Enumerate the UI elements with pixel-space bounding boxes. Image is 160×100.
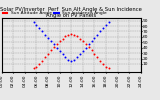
Point bbox=[73, 59, 75, 60]
Point bbox=[55, 43, 58, 45]
Legend: Sun Altitude Angle, Sun Incidence Angle: Sun Altitude Angle, Sun Incidence Angle bbox=[2, 10, 107, 16]
Point bbox=[87, 46, 90, 48]
Point bbox=[70, 33, 72, 34]
Point bbox=[41, 31, 44, 32]
Title: Solar PV/Inverter  Perf  Sun Alt Angle & Sun Incidence Angle on PV Panels: Solar PV/Inverter Perf Sun Alt Angle & S… bbox=[0, 7, 142, 18]
Point bbox=[41, 60, 44, 62]
Point bbox=[64, 57, 67, 58]
Point bbox=[55, 47, 58, 48]
Point bbox=[47, 53, 49, 55]
Point bbox=[108, 67, 110, 69]
Point bbox=[32, 21, 35, 23]
Point bbox=[44, 57, 46, 58]
Point bbox=[32, 67, 35, 69]
Point bbox=[47, 37, 49, 39]
Point bbox=[61, 53, 64, 55]
Point bbox=[93, 37, 96, 39]
Point bbox=[79, 38, 81, 39]
Point bbox=[102, 63, 104, 65]
Point bbox=[102, 28, 104, 29]
Point bbox=[90, 50, 93, 51]
Point bbox=[35, 66, 38, 67]
Point bbox=[52, 44, 55, 45]
Point bbox=[58, 50, 61, 52]
Point bbox=[38, 28, 41, 29]
Point bbox=[84, 47, 87, 48]
Point bbox=[82, 40, 84, 42]
Point bbox=[108, 21, 110, 23]
Point bbox=[87, 44, 90, 45]
Point bbox=[35, 24, 38, 26]
Point bbox=[67, 59, 70, 60]
Point bbox=[99, 60, 101, 62]
Point bbox=[105, 66, 107, 67]
Point bbox=[99, 31, 101, 32]
Point bbox=[61, 38, 64, 39]
Point bbox=[96, 34, 99, 36]
Point bbox=[105, 24, 107, 26]
Point bbox=[52, 46, 55, 48]
Point bbox=[50, 50, 52, 51]
Point bbox=[82, 50, 84, 52]
Point bbox=[76, 36, 78, 37]
Point bbox=[96, 57, 99, 58]
Point bbox=[93, 53, 96, 55]
Point bbox=[44, 34, 46, 36]
Point bbox=[84, 43, 87, 45]
Point bbox=[50, 40, 52, 42]
Point bbox=[73, 34, 75, 36]
Point bbox=[90, 40, 93, 42]
Point bbox=[58, 40, 61, 42]
Point bbox=[38, 63, 41, 65]
Point bbox=[79, 53, 81, 55]
Point bbox=[76, 57, 78, 58]
Point bbox=[67, 34, 70, 36]
Point bbox=[70, 60, 72, 62]
Point bbox=[64, 36, 67, 37]
